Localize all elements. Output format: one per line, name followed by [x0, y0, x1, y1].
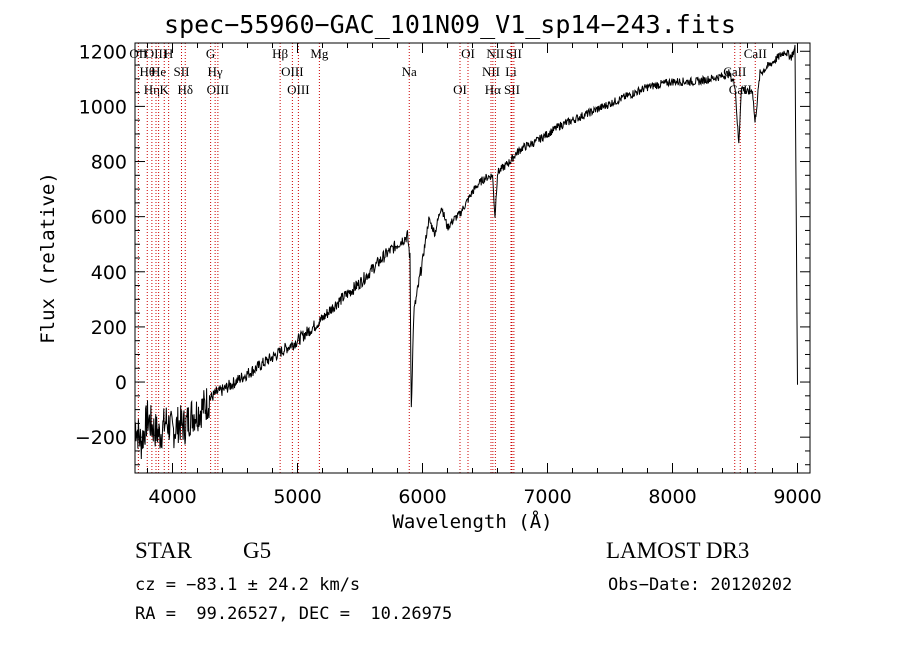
- y-tick-label: −200: [75, 427, 127, 449]
- x-tick-label: 4000: [148, 486, 196, 508]
- y-tick-label: 1000: [79, 96, 127, 118]
- line-label: NII: [482, 64, 500, 79]
- spectrum-line: [134, 44, 798, 460]
- line-label: Hγ: [208, 64, 223, 79]
- line-label: SII: [174, 64, 190, 79]
- y-tick-label: 600: [91, 207, 127, 229]
- line-label: SII: [506, 46, 522, 61]
- x-axis-label: Wavelength (Å): [392, 510, 552, 533]
- line-label: OIII: [281, 64, 303, 79]
- x-tick-label: 8000: [648, 486, 696, 508]
- spectral-subclass: G5: [243, 538, 272, 563]
- line-label: OI: [461, 46, 475, 61]
- survey-label: LAMOST DR3: [606, 538, 750, 563]
- x-tick-label: 5000: [273, 486, 321, 508]
- chart-title: spec−55960−GAC_101N09_V1_sp14−243.fits: [164, 10, 736, 39]
- line-label: He: [151, 64, 166, 79]
- x-tick-label: 9000: [773, 486, 821, 508]
- line-label: NII: [486, 46, 504, 61]
- y-tick-label: 400: [91, 262, 127, 284]
- line-label: H: [164, 46, 173, 61]
- observation-date: Obs−Date: 20120202: [608, 575, 793, 595]
- redshift-cz: cz = −83.1 ± 24.2 km/s: [135, 575, 361, 595]
- line-label: Li: [505, 64, 517, 79]
- y-tick-label: 1200: [79, 41, 127, 63]
- line-label: Hη: [144, 82, 160, 97]
- line-label: OIII: [145, 46, 167, 61]
- line-label: K: [160, 82, 170, 97]
- coordinates: RA = 99.26527, DEC = 10.26975: [135, 604, 453, 624]
- line-label: Na: [402, 64, 417, 79]
- line-label: Hδ: [177, 82, 193, 97]
- x-tick-label: 6000: [398, 486, 446, 508]
- line-label: CaII: [744, 46, 767, 61]
- y-axis-label: Flux (relative): [37, 172, 59, 344]
- line-label: Hθ: [139, 64, 155, 79]
- line-label: OI: [453, 82, 467, 97]
- y-tick-label: 0: [115, 372, 127, 394]
- line-label: Hβ: [272, 46, 288, 61]
- plot-frame: [134, 42, 811, 474]
- line-label: OIII: [287, 82, 309, 97]
- line-label: OII: [129, 46, 147, 61]
- x-tick-label: 7000: [523, 486, 571, 508]
- line-label: G: [206, 46, 215, 61]
- object-type: STAR: [135, 538, 192, 563]
- line-label: SII: [504, 82, 520, 97]
- line-label: Hα: [485, 82, 501, 97]
- y-tick-label: 800: [91, 152, 127, 174]
- y-tick-label: 200: [91, 317, 127, 339]
- line-label: Mg: [310, 46, 329, 61]
- line-label: OIII: [207, 82, 229, 97]
